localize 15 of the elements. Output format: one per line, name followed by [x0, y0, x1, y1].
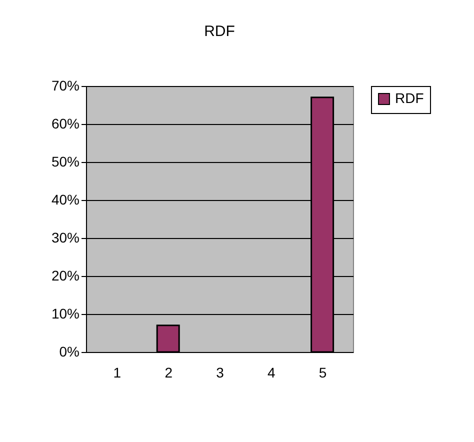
x-tick-label: 5 — [318, 364, 327, 380]
x-tick-label: 1 — [113, 364, 122, 380]
y-tick-label: 30% — [51, 230, 80, 246]
y-tick-label: 0% — [59, 344, 80, 360]
y-tick-label: 70% — [51, 78, 80, 94]
y-tick-label: 20% — [51, 268, 80, 284]
y-tick-label: 60% — [51, 116, 80, 132]
legend-label: RDF — [395, 90, 424, 106]
y-tick-label: 10% — [51, 306, 80, 322]
x-tick-label: 2 — [164, 364, 173, 380]
x-tick-label: 3 — [216, 364, 224, 380]
chart-title: RDF — [204, 23, 235, 40]
y-tick-label: 40% — [51, 192, 80, 208]
y-tick-label: 50% — [51, 154, 80, 170]
x-tick-label: 4 — [268, 364, 276, 380]
